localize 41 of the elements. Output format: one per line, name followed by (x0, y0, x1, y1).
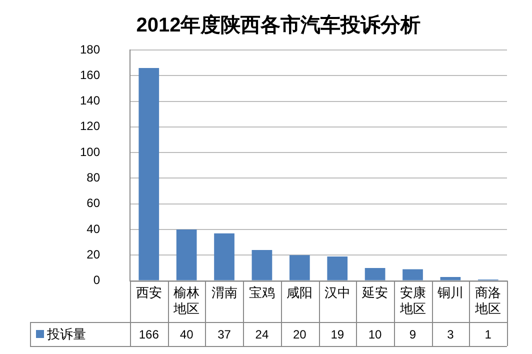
x-tick-label: 汉中 (324, 285, 350, 300)
x-tick-label: 西安 (136, 285, 162, 300)
data-label: 3 (447, 327, 454, 342)
legend-label: 投诉量 (46, 326, 86, 342)
x-tick-label: 铜川 (436, 285, 464, 300)
bar (252, 250, 272, 280)
y-tick-label: 20 (86, 247, 100, 262)
chart-title: 2012年度陕西各市汽车投诉分析 (136, 14, 421, 37)
x-tick-label: 安康地区 (398, 285, 426, 316)
bar (138, 68, 160, 280)
x-tick-label: 延安 (361, 285, 388, 300)
data-label: 166 (138, 327, 160, 342)
data-label: 37 (218, 327, 232, 342)
data-label: 20 (292, 327, 307, 342)
x-tick-label: 宝鸡 (248, 285, 275, 300)
data-label: 19 (330, 327, 344, 342)
x-tick-label: 商洛地区 (474, 285, 502, 316)
x-tick-label: 榆林地区 (172, 285, 200, 316)
y-tick-label: 120 (80, 119, 100, 134)
data-label: 9 (409, 327, 416, 342)
bar (176, 230, 197, 280)
data-label: 10 (368, 327, 382, 342)
x-tick-label: 渭南 (211, 285, 238, 300)
y-tick-label: 140 (80, 94, 100, 108)
y-tick-label: 60 (86, 196, 100, 210)
data-label: 1 (484, 327, 492, 342)
bar (364, 268, 386, 280)
bar (402, 269, 423, 280)
y-tick-label: 40 (86, 222, 100, 236)
x-tick-label: 咸阳 (286, 285, 313, 300)
bar (327, 256, 348, 280)
bar (440, 276, 461, 280)
data-label: 24 (255, 327, 269, 342)
y-tick-label: 160 (80, 68, 100, 82)
y-tick-label: 0 (93, 273, 100, 288)
y-tick-label: 80 (86, 170, 100, 185)
y-tick-label: 180 (80, 42, 100, 56)
bar (289, 255, 310, 280)
bar (214, 233, 234, 280)
y-tick-label: 100 (80, 144, 100, 159)
data-label: 40 (180, 327, 194, 342)
